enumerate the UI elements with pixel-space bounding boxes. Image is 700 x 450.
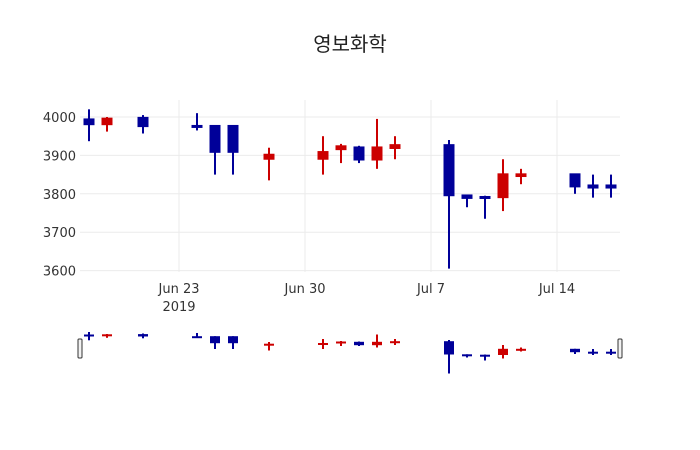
- slider-candle: [570, 348, 580, 354]
- chart-title: 영보화학: [313, 32, 387, 56]
- candle[interactable]: [353, 145, 365, 164]
- slider-candle: [354, 341, 364, 346]
- slider-candle: [318, 339, 328, 349]
- range-slider-left-handle[interactable]: [77, 338, 83, 359]
- candle[interactable]: [497, 159, 509, 212]
- y-tick-label: 3900: [43, 149, 76, 164]
- y-axis: 3600 3700 3800 3900 4000: [43, 111, 76, 280]
- candles[interactable]: [83, 109, 617, 269]
- slider-candle: [498, 345, 508, 359]
- slider-candle: [102, 334, 112, 338]
- candle[interactable]: [83, 109, 95, 142]
- slider-candle: [192, 333, 202, 339]
- slider-candle: [444, 340, 454, 374]
- candle[interactable]: [263, 147, 275, 181]
- candle[interactable]: [317, 136, 329, 175]
- slider-candle: [210, 336, 220, 349]
- candle[interactable]: [569, 173, 581, 194]
- candle[interactable]: [515, 168, 527, 185]
- candle[interactable]: [479, 195, 491, 219]
- x-tick-label: Jul 14: [538, 282, 575, 297]
- x-tick-label: Jun 30: [284, 282, 326, 297]
- candle[interactable]: [209, 124, 221, 175]
- slider-candle: [84, 332, 94, 341]
- slider-candle: [462, 354, 472, 358]
- slider-candle: [138, 333, 148, 339]
- x-axis: Jun 23 2019 Jun 30 Jul 7 Jul 14: [158, 282, 576, 315]
- slider-candle: [606, 349, 616, 355]
- y-tick-label: 3700: [43, 226, 76, 241]
- candle[interactable]: [605, 174, 617, 198]
- x-tick-label: Jul 7: [416, 282, 445, 297]
- y-tick-label: 3600: [43, 265, 76, 280]
- y-tick-label: 3800: [43, 188, 76, 203]
- slider-candle: [336, 341, 346, 346]
- slider-candle: [588, 349, 598, 355]
- slider-candle: [228, 336, 238, 349]
- y-tick-label: 4000: [43, 111, 76, 126]
- slider-candle: [516, 347, 526, 352]
- x-tick-year-label: 2019: [162, 300, 195, 315]
- slider-candle: [390, 339, 400, 345]
- candle[interactable]: [587, 174, 599, 198]
- grid-lines: [80, 100, 620, 272]
- candle[interactable]: [389, 136, 401, 160]
- slider-candle: [372, 334, 382, 348]
- candle[interactable]: [335, 143, 347, 164]
- slider-candle: [480, 354, 490, 361]
- candle[interactable]: [137, 115, 149, 134]
- x-tick-label: Jun 23: [158, 282, 200, 297]
- range-slider[interactable]: [77, 332, 623, 374]
- candle[interactable]: [461, 194, 473, 208]
- candle[interactable]: [191, 113, 203, 131]
- range-slider-right-handle[interactable]: [617, 338, 623, 359]
- candle[interactable]: [227, 124, 239, 175]
- candle[interactable]: [101, 117, 113, 132]
- candle[interactable]: [371, 118, 383, 169]
- candle[interactable]: [443, 140, 455, 269]
- slider-candle: [264, 342, 274, 351]
